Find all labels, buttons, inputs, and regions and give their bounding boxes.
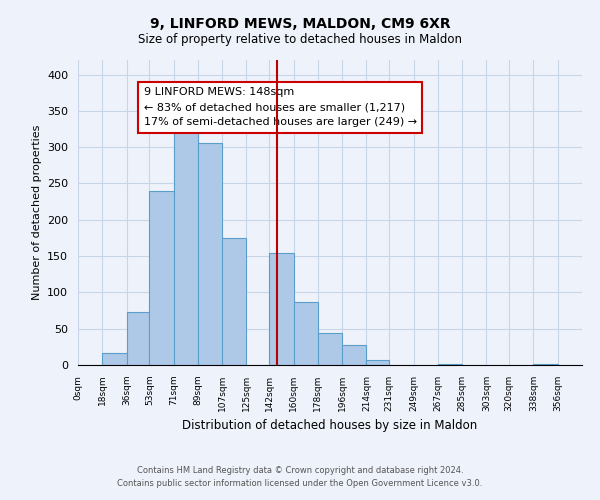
Text: 9 LINFORD MEWS: 148sqm
← 83% of detached houses are smaller (1,217)
17% of semi-: 9 LINFORD MEWS: 148sqm ← 83% of detached…	[143, 88, 416, 127]
Bar	[222, 238, 247, 365]
Bar	[533, 364, 558, 365]
Text: Size of property relative to detached houses in Maldon: Size of property relative to detached ho…	[138, 32, 462, 46]
Text: Contains HM Land Registry data © Crown copyright and database right 2024.
Contai: Contains HM Land Registry data © Crown c…	[118, 466, 482, 487]
Bar	[198, 143, 222, 365]
Bar	[127, 312, 149, 365]
Bar	[102, 354, 127, 365]
Bar	[367, 360, 389, 365]
Bar	[293, 302, 318, 365]
Bar	[149, 190, 173, 365]
X-axis label: Distribution of detached houses by size in Maldon: Distribution of detached houses by size …	[182, 420, 478, 432]
Bar	[173, 122, 198, 365]
Bar	[269, 253, 293, 365]
Y-axis label: Number of detached properties: Number of detached properties	[32, 125, 41, 300]
Bar	[342, 344, 367, 365]
Bar	[318, 333, 342, 365]
Text: 9, LINFORD MEWS, MALDON, CM9 6XR: 9, LINFORD MEWS, MALDON, CM9 6XR	[149, 18, 451, 32]
Bar	[438, 364, 462, 365]
